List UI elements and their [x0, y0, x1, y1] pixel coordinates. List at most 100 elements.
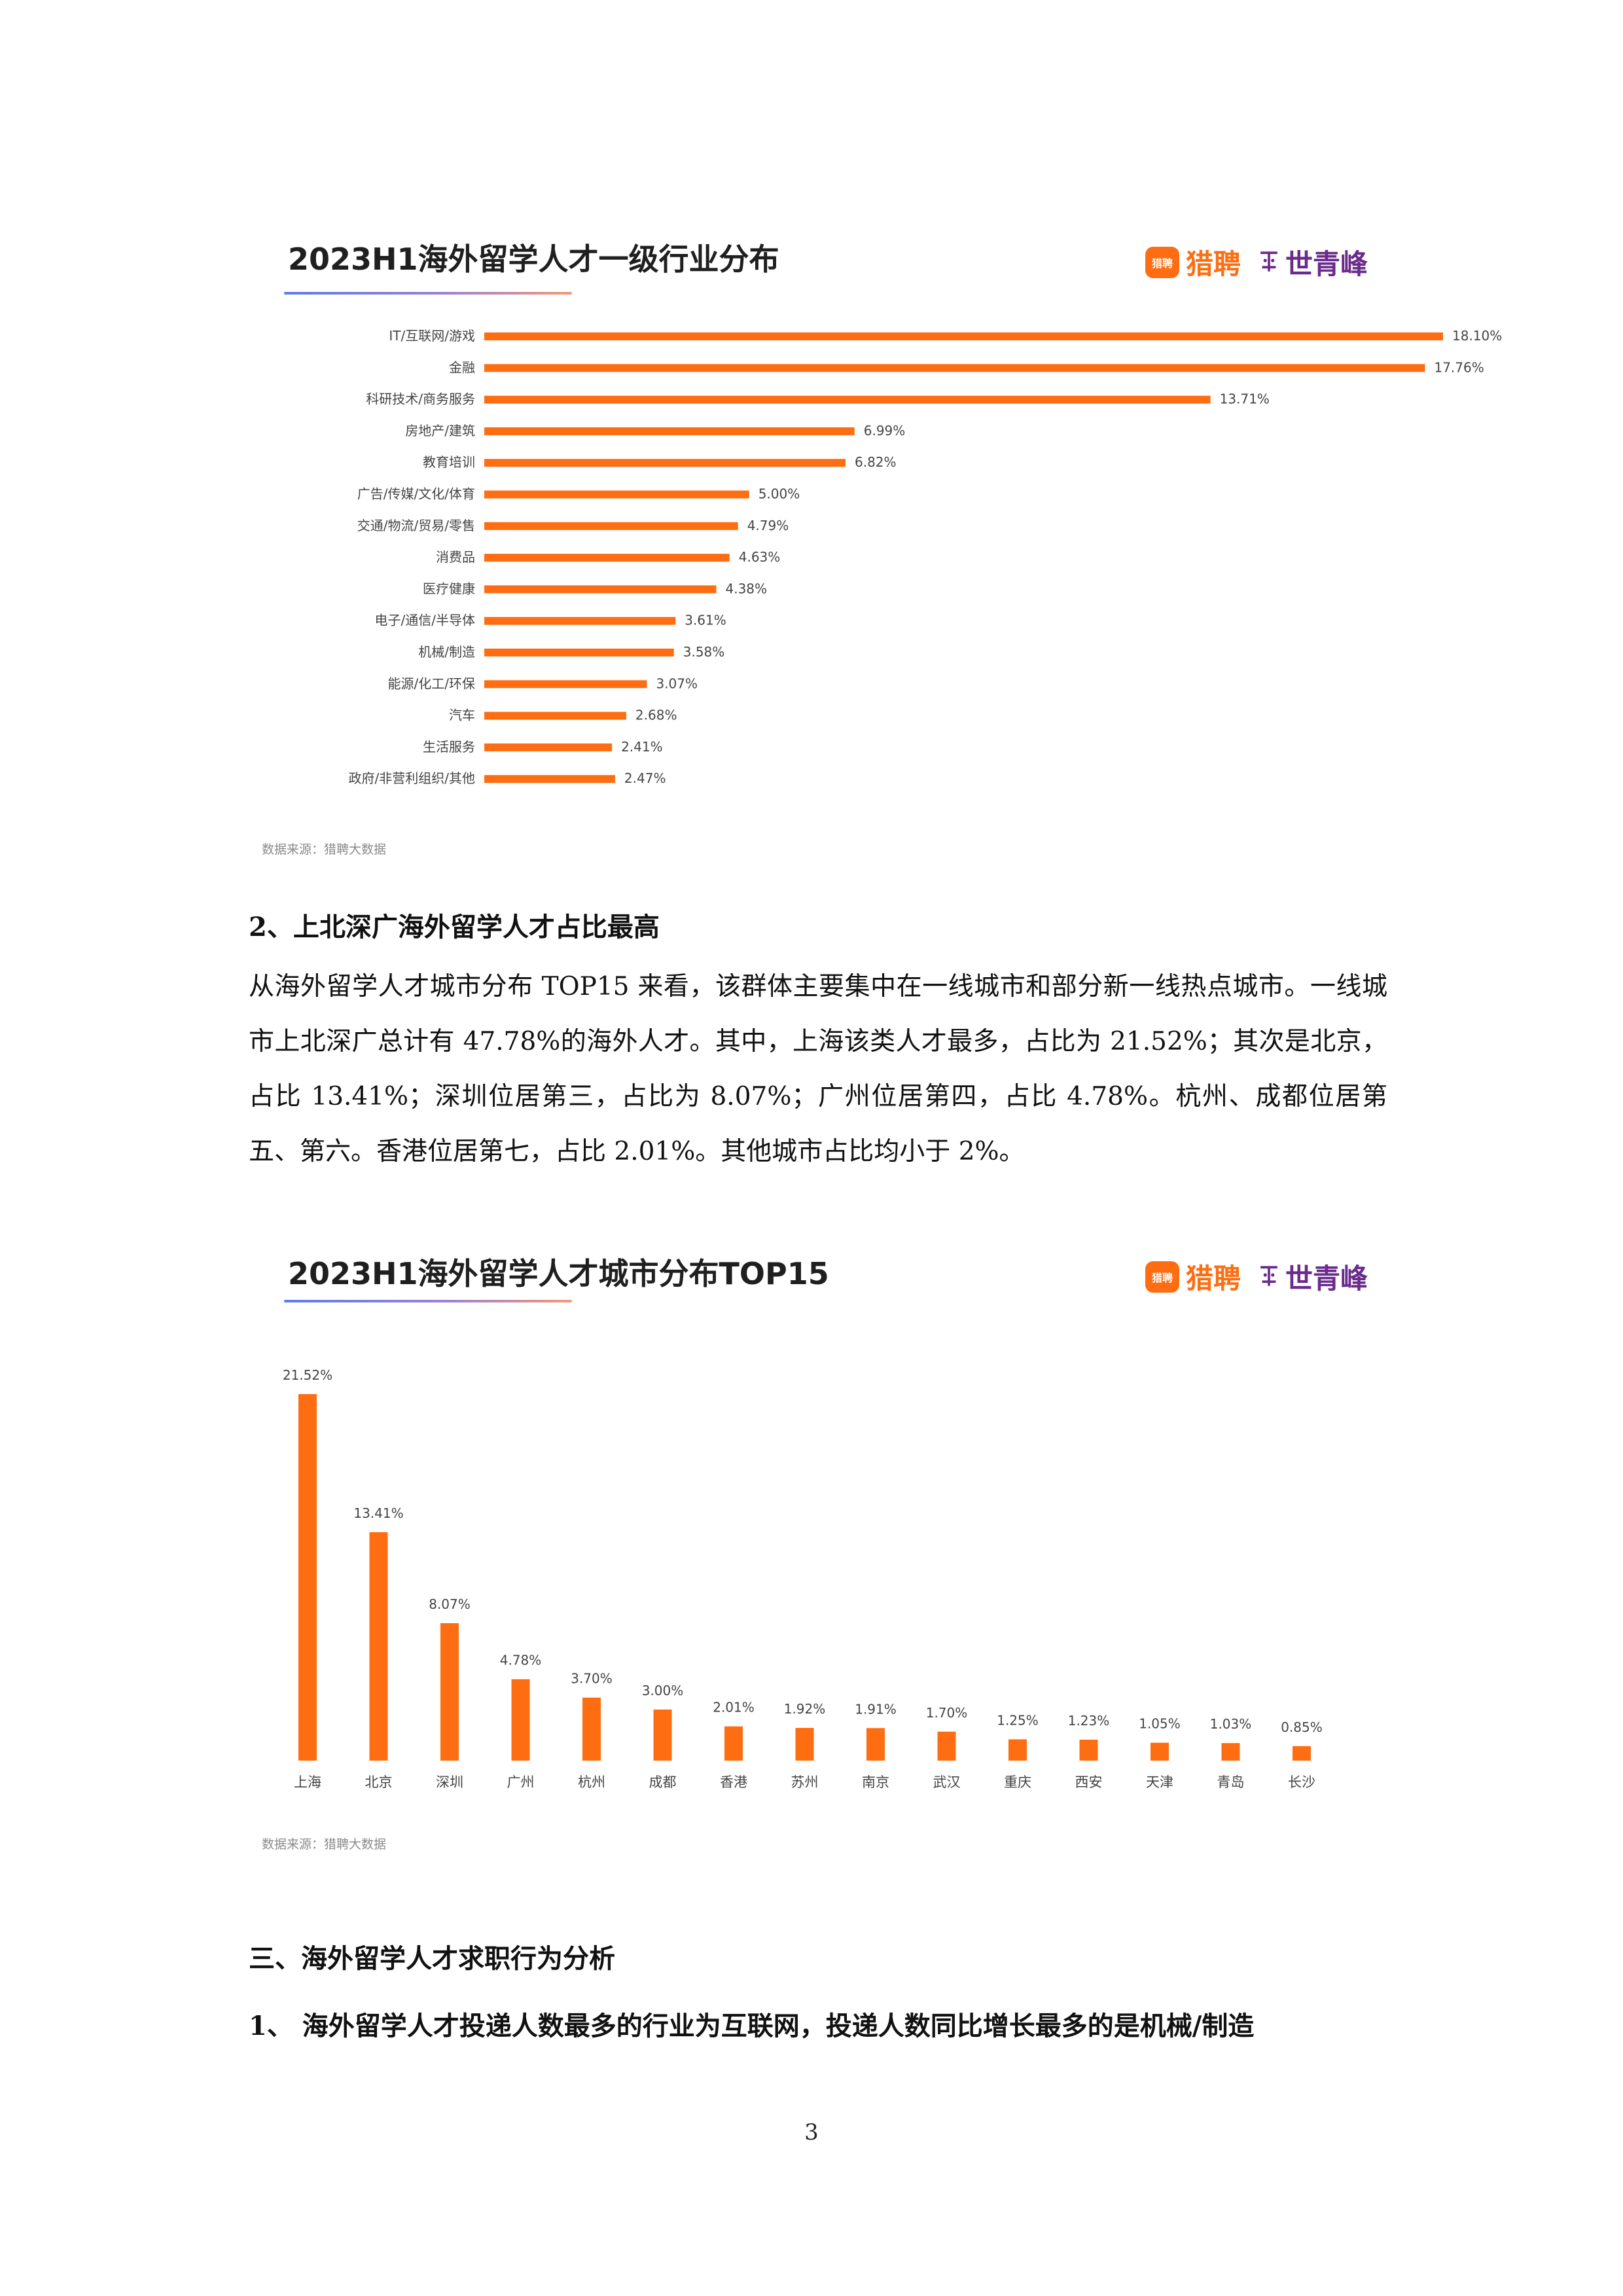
category-label: 香港 [720, 1774, 747, 1790]
city-bar-chart: 21.52% 上海 13.41% 北京 8.07% 深圳 4.78% 广州 3.70% 杭州 3.0… [283, 1367, 1323, 1790]
bar [484, 522, 738, 530]
category-label: 房地产/建筑 [405, 423, 475, 439]
bar [1221, 1743, 1240, 1761]
bar [511, 1679, 530, 1761]
bar [298, 1394, 317, 1761]
bar [1079, 1739, 1098, 1761]
data-label: 2.68% [635, 708, 677, 723]
bar [484, 427, 855, 435]
category-label: 青岛 [1217, 1774, 1245, 1790]
category-label: 机械/制造 [418, 644, 475, 660]
bar [582, 1697, 601, 1761]
data-label: 1.92% [784, 1701, 826, 1717]
bar [484, 585, 717, 594]
category-label: 天津 [1146, 1774, 1173, 1790]
bar [866, 1728, 885, 1761]
liepin-logo-icon: 猎聘 [1145, 1261, 1179, 1293]
category-label: 西安 [1075, 1774, 1103, 1790]
bar [484, 680, 647, 689]
data-label: 2.41% [621, 739, 663, 755]
bar [795, 1728, 814, 1761]
data-label: 1.91% [855, 1701, 897, 1717]
bar [440, 1623, 459, 1761]
data-label: 3.58% [683, 644, 725, 660]
city-chart-card: 2023H1海外留学人才城市分布TOP15 猎聘 猎聘 ꔊ 世青峰 21.52%… [249, 1230, 1394, 1865]
shiqingfeng-logo-text: 世青峰 [1285, 248, 1368, 280]
data-label: 1.05% [1139, 1716, 1181, 1732]
data-label: 0.85% [1281, 1719, 1323, 1735]
category-label: 上海 [294, 1774, 321, 1790]
category-label: 杭州 [578, 1774, 605, 1790]
liepin-logo-text: 猎聘 [1185, 1263, 1241, 1295]
category-label: 电子/通信/半导体 [375, 613, 475, 628]
shiqingfeng-logo-icon: ꔊ [1258, 1261, 1279, 1292]
industry-bar-chart: IT/互联网/游戏 18.10% 金融 17.76% 科研技术/商务服务 13.71% 房地… [349, 328, 1503, 786]
category-label: 政府/非营利组织/其他 [349, 770, 475, 786]
category-label: 汽车 [449, 708, 475, 723]
data-label: 13.41% [353, 1505, 403, 1521]
category-label: 广州 [507, 1774, 535, 1790]
data-label: 13.71% [1220, 391, 1270, 407]
data-label: 3.00% [642, 1683, 684, 1698]
data-label: 8.07% [429, 1596, 471, 1612]
bar [484, 459, 846, 467]
page-number: 3 [804, 2119, 819, 2145]
shiqingfeng-logo-text: 世青峰 [1285, 1263, 1368, 1295]
category-label: 武汉 [933, 1774, 961, 1790]
bar [1008, 1739, 1027, 1761]
bar [369, 1532, 388, 1761]
chart-title: 2023H1海外留学人才城市分布TOP15 [288, 1256, 829, 1291]
category-label: 广告/传媒/文化/体育 [357, 486, 475, 502]
category-label: 教育培训 [423, 454, 475, 470]
bar [484, 711, 626, 720]
liepin-logo-text: 猎聘 [1185, 248, 1241, 280]
bar [484, 743, 613, 751]
bar [484, 395, 1211, 404]
title-underline [284, 1300, 572, 1302]
bar [484, 332, 1443, 340]
data-label: 1.25% [997, 1712, 1039, 1728]
section3-subheading: 1、 海外留学人才投递人数最多的行业为互联网，投递人数同比增长最多的是机械/制造 [249, 2011, 1255, 2041]
data-label: 17.76% [1434, 359, 1484, 375]
section2-heading: 2、上北深广海外留学人才占比最高 [249, 912, 660, 942]
bar [484, 649, 674, 656]
category-label: 科研技术/商务服务 [366, 391, 475, 407]
category-label: 重庆 [1004, 1774, 1031, 1790]
data-label: 18.10% [1452, 328, 1502, 344]
category-label: 成都 [649, 1774, 677, 1790]
data-label: 6.82% [855, 454, 897, 470]
bar [484, 775, 615, 783]
bar [484, 364, 1425, 372]
data-label: 3.61% [685, 613, 726, 628]
brand-logos: 猎聘 猎聘 ꔊ 世青峰 [1145, 242, 1368, 282]
data-label: 3.70% [571, 1671, 613, 1687]
category-label: 消费品 [436, 549, 475, 565]
category-label: 生活服务 [423, 739, 475, 755]
data-label: 4.79% [747, 518, 789, 533]
brand-logos: 猎聘 猎聘 ꔊ 世青峰 [1145, 1257, 1368, 1297]
bar [1293, 1746, 1311, 1761]
category-label: 交通/物流/贸易/零售 [357, 518, 475, 533]
title-underline [284, 292, 572, 295]
category-label: 长沙 [1288, 1774, 1315, 1790]
category-label: IT/互联网/游戏 [389, 328, 475, 344]
data-label: 4.78% [500, 1653, 542, 1668]
category-label: 金融 [449, 359, 475, 375]
shiqingfeng-logo-icon: ꔊ [1258, 247, 1279, 278]
section2-paragraph: 从海外留学人才城市分布 TOP15 来看，该群体主要集中在一线城市和部分新一线热… [249, 972, 1387, 1166]
bar [484, 617, 676, 625]
liepin-logo-icon: 猎聘 [1145, 246, 1179, 278]
chart-title: 2023H1海外留学人才一级行业分布 [288, 242, 779, 277]
category-label: 能源/化工/环保 [388, 675, 475, 691]
data-label: 6.99% [864, 423, 906, 439]
category-label: 北京 [365, 1774, 393, 1790]
data-label: 4.38% [726, 581, 768, 596]
data-label: 1.03% [1210, 1716, 1252, 1732]
industry-chart-card: 2023H1海外留学人才一级行业分布 猎聘 猎聘 ꔊ 世青峰 IT/互联网/游戏… [249, 216, 1503, 870]
bar [653, 1709, 672, 1761]
category-label: 南京 [862, 1774, 889, 1790]
data-label: 2.01% [713, 1700, 755, 1715]
data-label: 4.63% [739, 549, 781, 565]
bar [937, 1731, 956, 1761]
category-label: 苏州 [791, 1774, 819, 1790]
